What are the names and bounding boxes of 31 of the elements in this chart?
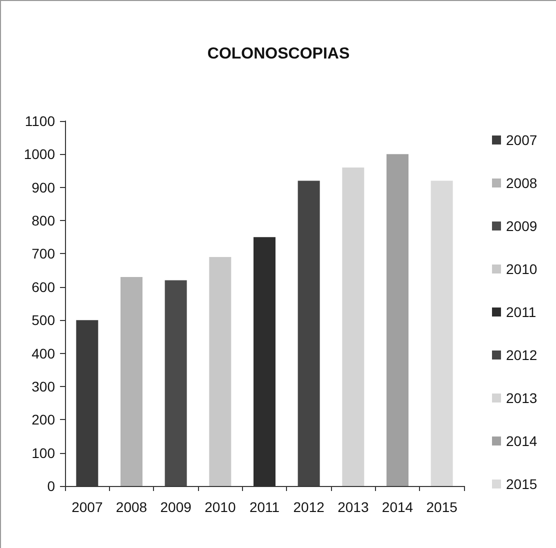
x-tick-label: 2012 [293, 499, 325, 515]
y-tick-label: 200 [32, 412, 56, 428]
y-tick-label: 100 [32, 444, 56, 461]
x-tick-label: 2010 [204, 499, 236, 515]
legend-label: 2015 [506, 476, 538, 492]
y-tick-label: 400 [32, 345, 56, 362]
legend-label: 2008 [506, 175, 538, 191]
y-tick-label: 1100 [24, 113, 56, 129]
legend-label: 2012 [506, 347, 538, 363]
legend-label: 2013 [506, 390, 538, 406]
legend-label: 2014 [506, 433, 538, 449]
x-tick-label: 2014 [382, 499, 414, 515]
y-tick-label: 600 [32, 278, 56, 295]
y-tick-label: 500 [32, 312, 56, 328]
legend-label: 2011 [506, 304, 536, 320]
x-tick-label: 2013 [338, 499, 369, 515]
y-tick-label: 1000 [24, 146, 56, 162]
x-tick-label: 2011 [249, 499, 280, 515]
y-tick-label: 0 [47, 478, 56, 494]
x-tick-label: 2008 [116, 499, 148, 515]
y-tick-label: 900 [32, 179, 56, 196]
y-tick-label: 800 [32, 212, 56, 229]
y-tick-label: 300 [32, 378, 56, 394]
legend-label: 2009 [506, 218, 538, 234]
legend-label: 2007 [506, 132, 538, 148]
y-tick-label: 700 [32, 246, 56, 262]
chart-title: COLONOSCOPIAS [207, 46, 350, 62]
legend-label: 2010 [506, 261, 538, 277]
x-tick-label: 2009 [160, 499, 192, 515]
x-tick-label: 2007 [72, 499, 103, 515]
x-tick-label: 2015 [426, 499, 458, 515]
